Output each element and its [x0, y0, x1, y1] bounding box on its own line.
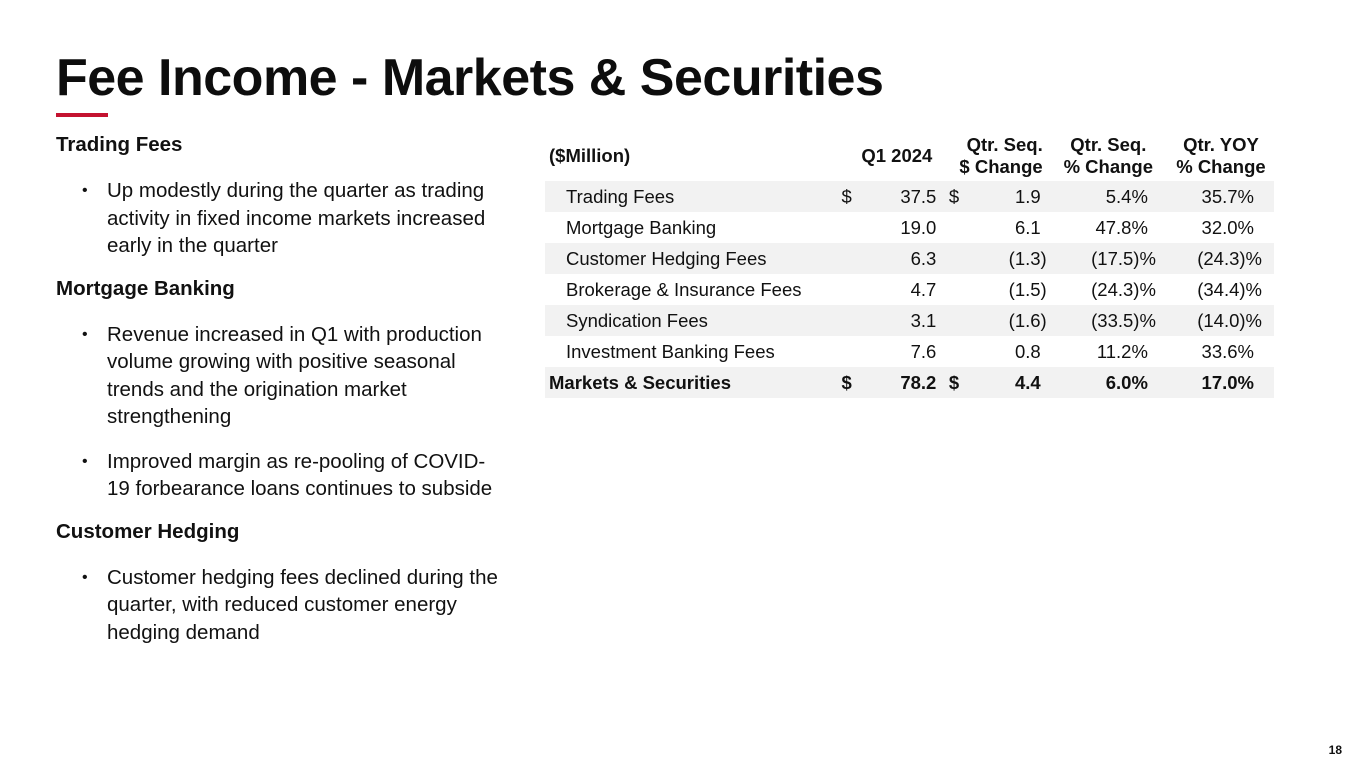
bullet-item: • Up modestly during the quarter as trad… — [56, 177, 506, 260]
bullet-text: Revenue increased in Q1 with production … — [107, 322, 482, 429]
bullet-dot-icon: • — [82, 568, 88, 586]
seq-pct-value: 5.4% — [1048, 181, 1168, 212]
bullet-item: • Improved margin as re-pooling of COVID… — [56, 448, 506, 503]
seq-dollar-value: (1.6) — [963, 305, 1049, 336]
total-yoy-pct-value: 17.0% — [1167, 367, 1274, 398]
q1-value: 4.7 — [910, 278, 937, 300]
row-label: Mortgage Banking — [566, 216, 717, 238]
bullet-item: • Revenue increased in Q1 with productio… — [56, 321, 506, 431]
bullet-text: Customer hedging fees declined during th… — [107, 565, 498, 644]
currency-symbol: $ — [837, 181, 857, 212]
q1-value: 37.5 — [856, 181, 945, 212]
table-row: Customer Hedging Fees 6.3 (1.3) (17.5)% … — [545, 243, 1274, 274]
row-label: Investment Banking Fees — [566, 340, 775, 362]
q1-value: 6.3 — [856, 243, 945, 274]
currency-symbol: $ — [837, 367, 857, 398]
seq-pct-value: (17.5)% — [1048, 243, 1168, 274]
total-seq-pct-value: 6.0% — [1048, 367, 1168, 398]
header-seq-dollar-line1: Qtr. Seq. — [966, 133, 1043, 155]
seq-dollar-value: 6.1 — [1014, 216, 1041, 238]
yoy-pct-value: (34.4)% — [1197, 278, 1262, 300]
currency-symbol — [944, 212, 963, 243]
currency-symbol — [944, 243, 964, 274]
currency-symbol: $ — [944, 367, 964, 398]
total-q1-value: 78.2 — [856, 367, 945, 398]
section-heading-mortgage-banking: Mortgage Banking — [56, 276, 235, 300]
header-q1-2024: Q1 2024 — [861, 144, 933, 166]
table-row: Trading Fees $ 37.5 $ 1.9 5.4% 35.7% — [545, 181, 1274, 212]
seq-pct-value: (33.5)% — [1048, 305, 1168, 336]
yoy-pct-value: 35.7% — [1167, 181, 1274, 212]
currency-symbol: $ — [944, 181, 964, 212]
currency-symbol — [944, 336, 963, 367]
total-label: Markets & Securities — [545, 367, 838, 398]
row-label: Trading Fees — [545, 181, 838, 212]
bullet-dot-icon: • — [82, 182, 88, 199]
bullet-list: • Customer hedging fees declined during … — [56, 564, 506, 647]
seq-dollar-value: 0.8 — [1014, 340, 1041, 362]
currency-symbol — [944, 305, 964, 336]
currency-symbol — [944, 274, 963, 305]
fee-income-table: ($Million) Q1 2024 Qtr. Seq. $ Change Qt… — [545, 130, 1274, 398]
bullet-list: • Revenue increased in Q1 with productio… — [56, 321, 506, 503]
total-seq-dollar-value: 4.4 — [963, 367, 1049, 398]
seq-dollar-value: (1.3) — [963, 243, 1049, 274]
header-yoy-line2: % Change — [1176, 155, 1266, 177]
table-total-row: Markets & Securities $ 78.2 $ 4.4 6.0% 1… — [545, 367, 1274, 398]
header-yoy-pct-change: Qtr. YOY % Change — [1168, 130, 1274, 181]
seq-dollar-value: (1.5) — [1008, 278, 1047, 300]
table-row: Mortgage Banking 19.0 6.1 47.8% 32.0% — [545, 212, 1274, 243]
bullet-dot-icon: • — [82, 452, 88, 470]
seq-pct-value: 11.2% — [1096, 340, 1148, 362]
row-label: Syndication Fees — [545, 305, 838, 336]
row-label: Customer Hedging Fees — [545, 243, 838, 274]
table-row: Investment Banking Fees 7.6 0.8 11.2% 33… — [545, 336, 1274, 367]
currency-symbol — [837, 212, 856, 243]
bullet-dot-icon: • — [82, 325, 88, 343]
header-yoy-line1: Qtr. YOY — [1183, 133, 1259, 155]
page-number: 18 — [1328, 743, 1342, 757]
q1-value: 3.1 — [856, 305, 945, 336]
section-heading-trading-fees: Trading Fees — [56, 133, 183, 156]
bullet-text: Up modestly during the quarter as tradin… — [107, 179, 486, 257]
yoy-pct-value: 32.0% — [1201, 216, 1254, 238]
yoy-pct-value: (14.0)% — [1167, 305, 1274, 336]
header-seq-dollar-change: Qtr. Seq. $ Change — [944, 130, 1048, 181]
q1-value: 19.0 — [900, 216, 937, 238]
commentary-panel: Trading Fees • Up modestly during the qu… — [56, 130, 506, 646]
header-seq-dollar-line2: $ Change — [959, 155, 1043, 177]
row-label: Brokerage & Insurance Fees — [566, 278, 802, 300]
header-label: ($Million) — [549, 144, 631, 166]
currency-symbol — [837, 274, 856, 305]
bullet-text: Improved margin as re-pooling of COVID-1… — [107, 449, 493, 501]
seq-pct-value: (24.3)% — [1091, 278, 1156, 300]
section-heading-customer-hedging: Customer Hedging — [56, 519, 240, 543]
currency-symbol — [837, 336, 856, 367]
q1-value: 7.6 — [910, 340, 937, 362]
header-seq-pct-change: Qtr. Seq. % Change — [1049, 130, 1168, 181]
slide-title: Fee Income - Markets & Securities — [56, 49, 884, 107]
seq-dollar-value: 1.9 — [963, 181, 1049, 212]
seq-pct-value: 47.8% — [1095, 216, 1148, 238]
header-seq-pct-line2: % Change — [1063, 155, 1154, 177]
header-seq-pct-line1: Qtr. Seq. — [1070, 133, 1147, 155]
title-accent-rule — [56, 113, 108, 117]
yoy-pct-value: (24.3)% — [1167, 243, 1274, 274]
currency-symbol — [837, 305, 857, 336]
bullet-list: • Up modestly during the quarter as trad… — [56, 177, 506, 260]
table-row: Brokerage & Insurance Fees 4.7 (1.5) (24… — [545, 274, 1274, 305]
currency-symbol — [837, 243, 857, 274]
yoy-pct-value: 33.6% — [1201, 340, 1254, 362]
table-header-row: ($Million) Q1 2024 Qtr. Seq. $ Change Qt… — [545, 130, 1274, 181]
bullet-item: • Customer hedging fees declined during … — [56, 564, 506, 647]
table-row: Syndication Fees 3.1 (1.6) (33.5)% (14.0… — [545, 305, 1274, 336]
